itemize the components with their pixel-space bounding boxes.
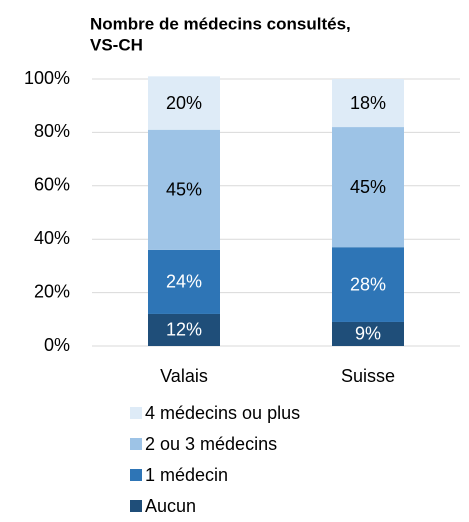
bar-segment <box>332 127 404 248</box>
legend-label: 1 médecin <box>145 465 228 485</box>
legend-swatch <box>130 469 142 481</box>
bar-segment <box>148 129 220 250</box>
x-tick-label: Suisse <box>341 366 395 386</box>
legend-label: 2 ou 3 médecins <box>145 434 277 454</box>
legend-swatch <box>130 500 142 512</box>
legend-label: 4 médecins ou plus <box>145 403 300 423</box>
y-tick-label: 100% <box>24 68 70 88</box>
bar-segment <box>148 249 220 314</box>
bar-segment <box>332 79 404 128</box>
y-tick-label: 60% <box>34 175 70 195</box>
bar-segment <box>148 313 220 346</box>
y-tick-label: 40% <box>34 228 70 248</box>
y-tick-label: 80% <box>34 121 70 141</box>
data-label: 45% <box>166 180 202 200</box>
data-label: 45% <box>350 177 386 197</box>
y-tick-label: 0% <box>44 335 70 355</box>
bar-segment <box>332 321 404 346</box>
data-label: 20% <box>166 93 202 113</box>
chart-title: VS-CH <box>90 35 143 54</box>
y-tick-label: 20% <box>34 281 70 301</box>
legend-label: Aucun <box>145 496 196 516</box>
chart-title: Nombre de médecins consultés, <box>90 14 351 33</box>
data-label: 18% <box>350 93 386 113</box>
data-label: 28% <box>350 274 386 294</box>
bar-segment <box>332 247 404 322</box>
x-tick-label: Valais <box>160 366 208 386</box>
data-label: 12% <box>166 320 202 340</box>
bar-segment <box>148 76 220 130</box>
legend-swatch <box>130 407 142 419</box>
data-label: 24% <box>166 272 202 292</box>
data-label: 9% <box>355 324 381 344</box>
legend-swatch <box>130 438 142 450</box>
